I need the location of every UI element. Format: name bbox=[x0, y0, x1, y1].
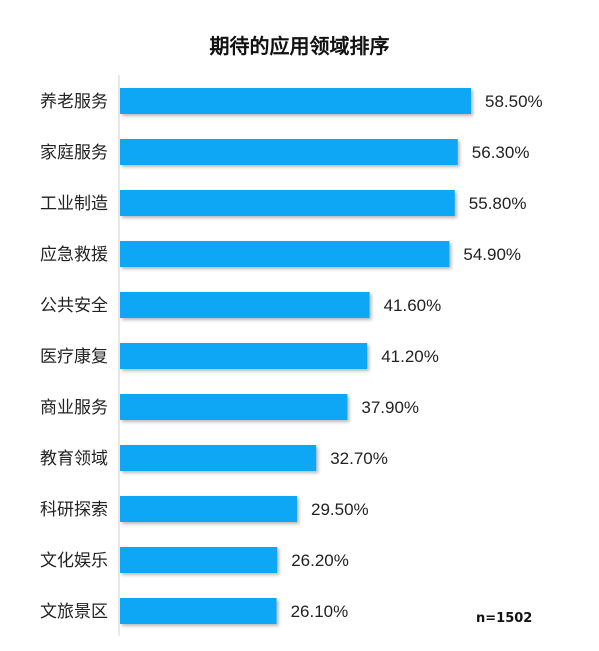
chart-title: 期待的应用领域排序 bbox=[209, 34, 390, 58]
category-label: 科研探索 bbox=[40, 500, 108, 520]
data-label: 37.90% bbox=[361, 398, 419, 417]
data-label: 32.70% bbox=[330, 449, 388, 468]
bar bbox=[120, 445, 317, 471]
sample-size-note: n=1502 bbox=[476, 611, 533, 626]
category-label: 教育领域 bbox=[40, 449, 108, 469]
bar bbox=[120, 292, 370, 318]
category-label: 公共安全 bbox=[40, 296, 108, 316]
category-label: 养老服务 bbox=[40, 92, 108, 112]
data-label: 55.80% bbox=[469, 194, 527, 213]
category-label: 家庭服务 bbox=[40, 143, 108, 163]
bar bbox=[120, 190, 455, 216]
data-label: 41.20% bbox=[381, 347, 439, 366]
bar bbox=[120, 547, 278, 573]
category-label: 商业服务 bbox=[40, 398, 108, 418]
data-label: 58.50% bbox=[485, 92, 543, 111]
bar bbox=[120, 343, 368, 369]
data-label: 29.50% bbox=[311, 500, 369, 519]
category-label: 应急救援 bbox=[40, 245, 108, 265]
category-label: 文旅景区 bbox=[40, 602, 108, 622]
data-label: 26.20% bbox=[291, 551, 349, 570]
bar bbox=[120, 241, 450, 267]
data-label: 56.30% bbox=[472, 143, 530, 162]
bar bbox=[120, 88, 471, 114]
category-label: 文化娱乐 bbox=[40, 551, 108, 571]
category-label: 工业制造 bbox=[40, 194, 108, 214]
bar bbox=[120, 496, 297, 522]
data-label: 54.90% bbox=[463, 245, 521, 264]
bar bbox=[120, 394, 348, 420]
bar bbox=[120, 598, 277, 624]
category-label: 医疗康复 bbox=[40, 347, 108, 367]
data-label: 26.10% bbox=[291, 602, 349, 621]
data-label: 41.60% bbox=[384, 296, 442, 315]
bar bbox=[120, 139, 458, 165]
